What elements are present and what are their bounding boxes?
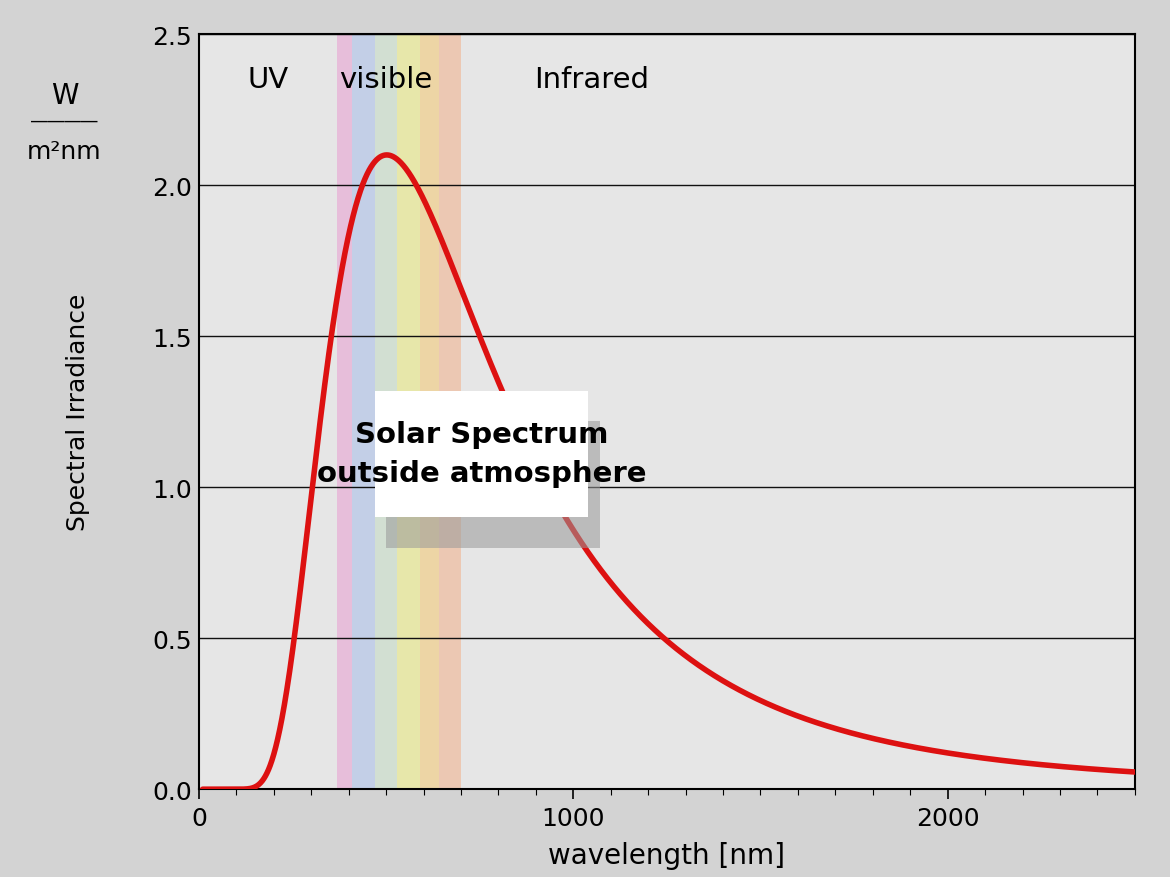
X-axis label: wavelength [nm]: wavelength [nm] — [549, 841, 785, 869]
Bar — [337, 35, 352, 789]
FancyBboxPatch shape — [374, 391, 589, 517]
Bar — [420, 35, 439, 789]
Text: m²nm: m²nm — [27, 140, 102, 164]
Text: W: W — [50, 82, 78, 110]
Bar — [398, 35, 420, 789]
Bar — [352, 35, 374, 789]
Y-axis label: Spectral Irradiance: Spectral Irradiance — [66, 294, 90, 531]
Text: ――――: ―――― — [32, 111, 97, 129]
Bar — [439, 35, 461, 789]
Text: Infrared: Infrared — [535, 67, 649, 95]
Text: visible: visible — [339, 67, 433, 95]
FancyBboxPatch shape — [386, 421, 599, 548]
Text: Solar Spectrum
outside atmosphere: Solar Spectrum outside atmosphere — [317, 421, 646, 488]
Text: UV: UV — [248, 67, 289, 95]
Bar — [374, 35, 398, 789]
